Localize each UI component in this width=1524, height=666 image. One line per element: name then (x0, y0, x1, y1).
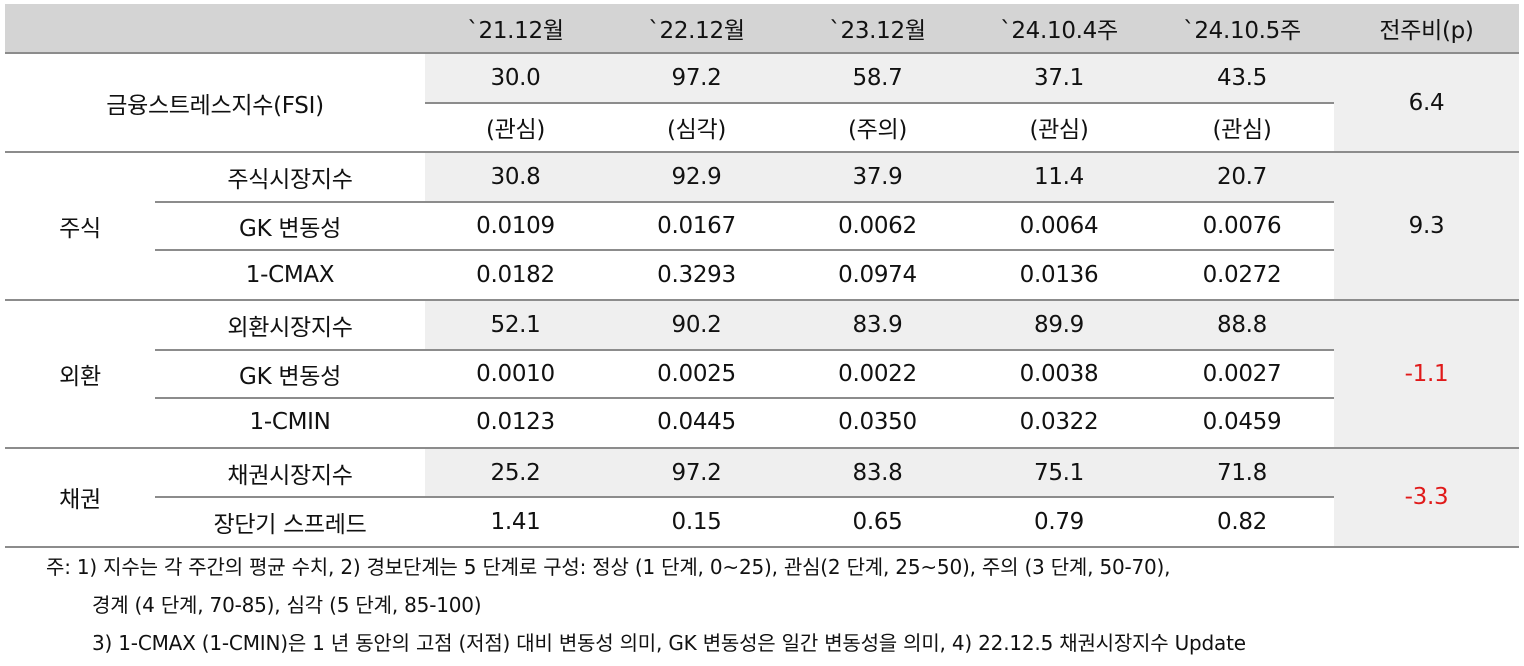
row-divider (155, 496, 1334, 499)
value-cell: 37.9 (852, 164, 903, 191)
value-cell: 0.0350 (838, 409, 917, 436)
value-cell: 92.9 (671, 164, 722, 191)
value-cell: 0.0272 (1202, 261, 1282, 288)
group-first-row-shade (425, 448, 1334, 498)
row-divider (155, 348, 1334, 351)
change-cell: -3.3 (1404, 484, 1449, 511)
value-cell: 89.9 (1033, 312, 1084, 339)
row-divider (155, 397, 1334, 400)
header-cell: `23.12월 (829, 18, 926, 44)
value-cell: 0.0076 (1202, 213, 1282, 240)
value-cell: 11.4 (1033, 164, 1084, 191)
section-divider (5, 151, 1519, 154)
header-cell: 전주비(p) (1379, 18, 1474, 44)
value-cell: 71.8 (1216, 460, 1267, 487)
row-label: 1-CMIN (249, 409, 331, 436)
value-cell: 0.0109 (476, 213, 555, 240)
fsi-level: (관심) (485, 116, 546, 143)
value-cell: 0.0010 (476, 360, 555, 387)
value-cell: 0.79 (1033, 508, 1084, 535)
value-cell: 0.0445 (657, 409, 736, 436)
value-cell: 0.0974 (838, 261, 917, 288)
value-cell: 25.2 (490, 460, 541, 487)
value-cell: 0.82 (1216, 508, 1267, 535)
header-cell: `21.12월 (467, 18, 564, 44)
section-divider (5, 546, 1519, 548)
value-cell: 0.0322 (1019, 409, 1099, 436)
row-label: 주식시장지수 (227, 167, 353, 194)
group-label: 외환 (59, 363, 101, 390)
value-cell: 0.3293 (657, 261, 736, 288)
fsi-value: 30.0 (490, 65, 541, 92)
row-label: 외환시장지수 (227, 315, 353, 342)
group-change-shade (1334, 448, 1519, 546)
value-cell: 88.8 (1216, 312, 1267, 339)
header-cell: `24.10.5주 (1183, 18, 1301, 44)
fsi-values-shade (425, 54, 1334, 103)
header-background (5, 4, 1519, 52)
value-cell: 0.0022 (838, 360, 917, 387)
fsi-value: 97.2 (671, 65, 722, 92)
value-cell: 30.8 (490, 164, 541, 191)
fsi-value: 43.5 (1216, 65, 1267, 92)
row-label: GK 변동성 (239, 216, 341, 243)
value-cell: 1.41 (490, 508, 541, 535)
fsi-level: (심각) (666, 116, 727, 143)
fsi-change-shade (1334, 54, 1519, 152)
fsi-level: (관심) (1029, 116, 1089, 143)
value-cell: 0.0064 (1019, 213, 1099, 240)
group-first-row-shade (425, 153, 1334, 202)
header-divider (5, 52, 1519, 54)
footnote-line: 경계 (4 단계, 70-85), 심각 (5 단계, 85-100) (92, 593, 482, 617)
value-cell: 0.0459 (1202, 409, 1282, 436)
change-cell: 9.3 (1408, 213, 1445, 240)
fsi-value: 37.1 (1033, 65, 1084, 92)
fsi-level: (주의) (847, 116, 908, 143)
change-cell: -1.1 (1404, 360, 1449, 387)
value-cell: 97.2 (671, 460, 722, 487)
header-cell: `22.12월 (648, 18, 745, 44)
header-cell: `24.10.4주 (1000, 18, 1118, 44)
footnote-line: 주: 1) 지수는 각 주간의 평균 수치, 2) 경보단계는 5 단계로 구성… (46, 555, 1171, 579)
row-label: 채권시장지수 (227, 463, 353, 490)
row-divider (155, 249, 1334, 252)
group-label: 채권 (59, 487, 101, 514)
footnote-line: 3) 1-CMAX (1-CMIN)은 1 년 동안의 고점 (저점) 대비 변… (92, 631, 1246, 655)
fsi-value: 58.7 (852, 65, 903, 92)
value-cell: 0.0062 (838, 213, 917, 240)
fsi-inner-divider (425, 101, 1334, 104)
row-label: 장단기 스프레드 (213, 511, 367, 538)
value-cell: 0.0123 (476, 409, 555, 436)
row-label: 1-CMAX (245, 261, 335, 288)
group-change-shade (1334, 301, 1519, 447)
group-first-row-shade (425, 301, 1334, 350)
fsi-change: 6.4 (1408, 89, 1445, 116)
group-change-shade (1334, 153, 1519, 299)
row-divider (155, 200, 1334, 203)
section-divider (5, 299, 1519, 301)
value-cell: 0.15 (671, 508, 722, 535)
section-divider (5, 446, 1519, 449)
value-cell: 0.0038 (1019, 360, 1099, 387)
value-cell: 0.0167 (657, 213, 736, 240)
value-cell: 0.0182 (476, 261, 555, 288)
value-cell: 20.7 (1216, 164, 1267, 191)
row-label: GK 변동성 (239, 363, 341, 390)
value-cell: 0.65 (852, 508, 903, 535)
value-cell: 75.1 (1033, 460, 1084, 487)
value-cell: 0.0027 (1202, 360, 1282, 387)
value-cell: 52.1 (490, 312, 541, 339)
value-cell: 90.2 (671, 312, 722, 339)
value-cell: 0.0025 (657, 360, 736, 387)
value-cell: 83.8 (852, 460, 903, 487)
value-cell: 0.0136 (1019, 261, 1099, 288)
footnotes: 주: 1) 지수는 각 주간의 평균 수치, 2) 경보단계는 5 단계로 구성… (46, 548, 1246, 662)
group-label: 주식 (59, 216, 101, 243)
fsi-label: 금융스트레스지수(FSI) (106, 92, 324, 119)
value-cell: 83.9 (852, 312, 903, 339)
fsi-level: (관심) (1212, 116, 1272, 143)
